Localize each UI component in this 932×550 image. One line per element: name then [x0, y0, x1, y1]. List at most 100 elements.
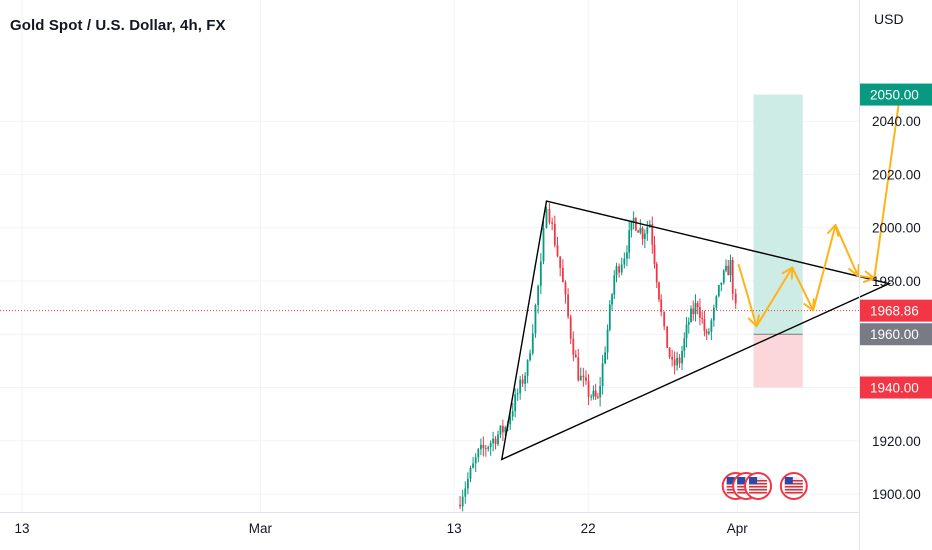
candle-body [579, 375, 582, 381]
candle-body [601, 363, 604, 387]
projection-segment[interactable] [834, 224, 859, 277]
candle-body [696, 303, 699, 307]
candle-body [511, 411, 514, 417]
price-label-bg [860, 376, 932, 399]
event-flag-canton [784, 477, 793, 484]
event-flag-stripe [749, 492, 768, 494]
us-flag-event-icon[interactable] [779, 472, 808, 500]
candle-body [509, 416, 512, 425]
candle-body [731, 260, 734, 294]
drawings[interactable] [500, 85, 906, 461]
candle-body [653, 244, 656, 264]
projection-segment[interactable] [812, 224, 837, 312]
symmetrical-triangle-pattern[interactable] [500, 200, 892, 461]
time-axis[interactable]: 13Mar1322Apr17May [0, 512, 932, 537]
price-label-text: 2050.00 [870, 88, 919, 103]
candle-body [487, 447, 490, 449]
candle-body [658, 282, 660, 300]
candle-body [705, 331, 708, 334]
candle-body [492, 438, 495, 444]
projection-segment[interactable] [873, 85, 903, 280]
candle-body [666, 326, 669, 348]
candle-body [484, 447, 487, 449]
candle-body [526, 360, 529, 376]
candle-body [521, 379, 524, 384]
event-flag-canton [749, 477, 758, 484]
price-label-bg [860, 83, 932, 106]
candle-body [632, 218, 635, 222]
event-flag-stripe [749, 486, 768, 488]
candle-body [556, 245, 559, 257]
grid-lines [0, 0, 859, 512]
candle-body [590, 396, 593, 398]
economic-events[interactable] [721, 472, 808, 500]
candle-body [655, 263, 658, 283]
candle-body [639, 228, 642, 233]
candle-body [569, 316, 572, 339]
candle-body [734, 293, 737, 304]
candle-body [668, 347, 671, 357]
candle-body [703, 318, 706, 332]
candle-body [671, 356, 674, 360]
stop-zone[interactable] [753, 334, 803, 388]
candle-body [480, 444, 482, 450]
price-label-red[interactable]: 1940.00 [860, 376, 932, 399]
candle-body [676, 357, 679, 366]
event-flag-stripe [749, 483, 768, 485]
price-axis[interactable]: 1900.00 1920.00 1940.00 1960.00 1980.00 2000.… [859, 0, 932, 550]
candle-body [499, 425, 502, 435]
candle-body [687, 321, 690, 325]
candle-body [651, 224, 654, 245]
candle-body [729, 260, 732, 276]
candle-body [701, 317, 704, 319]
candle-body [519, 379, 522, 394]
price-label-bg [860, 299, 932, 322]
event-flag-stripe [784, 492, 803, 494]
us-flag-event-icon[interactable] [744, 472, 773, 500]
candle-body [559, 256, 562, 268]
target-zone[interactable] [753, 94, 803, 335]
projection-segment[interactable] [791, 266, 815, 312]
candle-body [561, 267, 564, 283]
candle-body [615, 266, 618, 276]
candle-body [582, 375, 585, 378]
time-tick-label: 22 [581, 521, 596, 536]
candle-body [577, 357, 580, 381]
candle-body [678, 357, 681, 364]
candle-body [504, 427, 507, 433]
candle-body [474, 457, 477, 464]
event-flag-canton [737, 477, 746, 484]
event-flag-stripe [749, 480, 768, 482]
projection-segment[interactable] [755, 266, 794, 328]
projection-segment[interactable] [737, 264, 758, 328]
candle-body [539, 261, 542, 286]
price-tick-label: 2000.00 [872, 221, 921, 236]
candle-body [572, 338, 575, 355]
candle-body [489, 443, 492, 448]
candle-body [553, 223, 556, 246]
price-tick-label: 2040.00 [872, 114, 921, 129]
time-tick-label: Apr [727, 521, 749, 536]
candle-body [681, 350, 683, 364]
candle-body [537, 285, 540, 305]
candle-body [727, 265, 730, 276]
time-tick-label: 13 [447, 521, 462, 536]
candlestick-series [459, 203, 737, 512]
event-flag-stripe [784, 489, 803, 491]
symbol-title[interactable]: Gold Spot / U.S. Dollar, 4h, FX [10, 17, 226, 34]
projection-segment[interactable] [856, 274, 876, 280]
candle-body [599, 386, 602, 398]
long-position-tool[interactable] [0, 94, 859, 388]
candle-body [637, 230, 640, 233]
candle-body [715, 296, 718, 308]
candle-body [516, 393, 519, 395]
currency-unit[interactable]: USD [874, 11, 904, 27]
candle-body [694, 303, 697, 315]
price-label-gray[interactable]: 1960.00 [860, 323, 932, 346]
candle-body [660, 299, 663, 312]
candle-body [613, 275, 616, 295]
price-label-green[interactable]: 2050.00 [860, 83, 932, 106]
price-label-red[interactable]: 1968.86 [860, 299, 932, 322]
candle-body [690, 308, 692, 322]
